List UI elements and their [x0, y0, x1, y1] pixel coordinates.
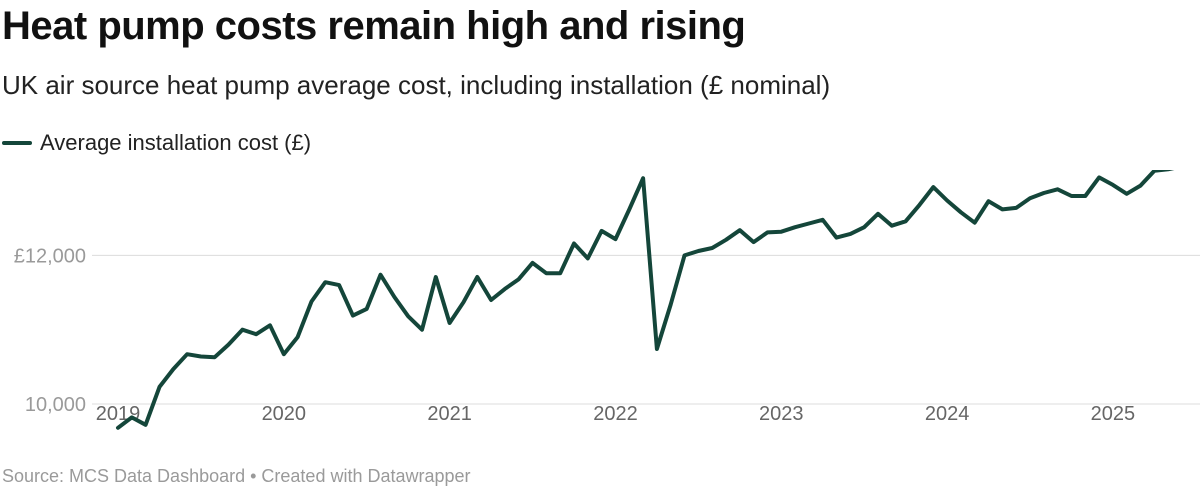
- data-point: [683, 253, 687, 257]
- data-point: [1139, 184, 1143, 188]
- data-point: [793, 225, 797, 229]
- x-tick-label: 2023: [759, 403, 804, 425]
- data-point: [268, 323, 272, 327]
- data-point: [1028, 196, 1032, 200]
- data-point: [876, 212, 880, 216]
- data-point: [779, 230, 783, 234]
- data-point: [669, 303, 673, 307]
- y-tick-label: 10,000: [25, 394, 86, 416]
- data-point: [448, 321, 452, 325]
- data-point: [254, 332, 258, 336]
- data-point: [531, 261, 535, 265]
- data-point: [1070, 194, 1074, 198]
- data-point: [489, 298, 493, 302]
- data-point: [945, 199, 949, 203]
- data-point: [627, 207, 631, 211]
- data-point: [696, 249, 700, 253]
- data-point: [710, 246, 714, 250]
- data-point: [931, 185, 935, 189]
- data-point: [475, 275, 479, 279]
- data-point: [752, 240, 756, 244]
- data-point: [462, 300, 466, 304]
- data-point: [558, 271, 562, 275]
- data-point: [406, 314, 410, 318]
- data-point: [158, 385, 162, 389]
- data-point: [724, 238, 728, 242]
- data-point: [213, 355, 217, 359]
- data-point: [517, 277, 521, 281]
- data-point: [1125, 192, 1129, 196]
- data-point: [835, 236, 839, 240]
- data-point: [655, 347, 659, 351]
- data-point: [890, 224, 894, 228]
- data-point: [766, 230, 770, 234]
- y-tick-label: £12,000: [14, 245, 86, 267]
- x-tick-label: 2024: [925, 403, 970, 425]
- data-point: [738, 228, 742, 232]
- data-point: [130, 415, 134, 419]
- chart-subtitle: UK air source heat pump average cost, in…: [2, 70, 831, 100]
- legend: Average installation cost (£): [2, 130, 311, 156]
- data-point: [185, 352, 189, 356]
- x-tick-label: 2021: [427, 403, 472, 425]
- data-point: [848, 232, 852, 236]
- data-point: [1042, 191, 1046, 195]
- data-point: [240, 328, 244, 332]
- data-point: [171, 367, 175, 371]
- data-point: [918, 203, 922, 207]
- source-note: Source: MCS Data Dashboard • Created wit…: [2, 466, 471, 486]
- data-point: [116, 426, 120, 430]
- data-point: [807, 222, 811, 226]
- data-point: [572, 242, 576, 246]
- data-point: [1056, 187, 1060, 191]
- data-point: [1014, 206, 1018, 210]
- data-point: [614, 237, 618, 241]
- data-point: [503, 287, 507, 291]
- legend-swatch: [2, 141, 32, 145]
- data-point: [199, 355, 203, 359]
- data-point: [600, 229, 604, 233]
- data-point: [310, 300, 314, 304]
- data-point: [987, 199, 991, 203]
- data-point: [351, 314, 355, 318]
- data-point: [641, 176, 645, 180]
- x-tick-label: 2019: [96, 403, 141, 425]
- data-point: [227, 343, 231, 347]
- data-point: [973, 221, 977, 225]
- chart-title: Heat pump costs remain high and rising: [2, 4, 746, 48]
- x-tick-label: 2025: [1091, 403, 1136, 425]
- data-point: [296, 335, 300, 339]
- data-point: [1083, 194, 1087, 198]
- series-line: [116, 170, 1175, 430]
- gridlines: [92, 254, 1200, 405]
- x-tick-label: 2020: [262, 403, 307, 425]
- data-point: [862, 225, 866, 229]
- data-point: [904, 219, 908, 223]
- data-point: [392, 295, 396, 299]
- data-point: [1000, 207, 1004, 211]
- x-tick-label: 2022: [593, 403, 638, 425]
- line-chart: 10,000£12,000 2019 2020 2021 2022 2023 2024 20…: [14, 170, 1200, 430]
- data-point: [420, 328, 424, 332]
- data-point: [379, 273, 383, 277]
- x-axis-labels: 2019 2020 2021 2022 2023 2024 2025: [96, 403, 1135, 425]
- data-point: [323, 280, 327, 284]
- data-point: [365, 307, 369, 311]
- data-point: [544, 271, 548, 275]
- data-point: [1111, 183, 1115, 187]
- data-point: [144, 423, 148, 427]
- data-point: [586, 256, 590, 260]
- data-point: [959, 210, 963, 214]
- data-point: [821, 218, 825, 222]
- series-group: [116, 170, 1175, 430]
- data-point: [337, 283, 341, 287]
- y-axis-labels: 10,000 £12,000: [14, 245, 86, 416]
- legend-label: Average installation cost (£): [40, 130, 312, 155]
- data-point: [1097, 175, 1101, 179]
- data-point: [434, 275, 438, 279]
- data-point: [282, 352, 286, 356]
